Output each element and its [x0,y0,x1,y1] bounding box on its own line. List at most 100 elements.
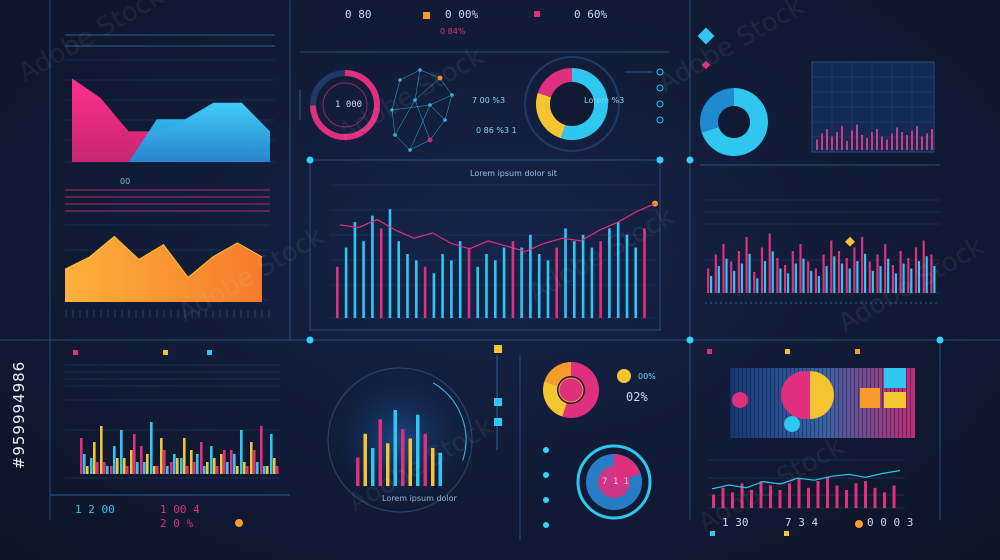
center-bar [344,247,348,318]
right-bottom-2: 7 3 4 [785,516,819,529]
heat-stripe [850,368,851,438]
right-bar-pink [730,261,733,293]
grid-bar [821,133,823,150]
kpi-2: 1 00 4 [160,503,200,516]
network-label-1: 7 00 %3 [472,96,506,105]
bottom-right-heatmap [730,368,915,438]
multi-bar [103,462,106,474]
center-bar [590,247,594,318]
area-series-orange [65,236,262,302]
heat-stripe [778,368,779,438]
center-bar [625,234,629,318]
multi-bar [260,426,263,474]
right-bar-pink [791,251,794,293]
tick-marks-orange [65,310,270,318]
kpi-1: 1 2 00 [75,503,115,516]
multi-bar [96,462,99,474]
right-bar-pink [799,244,802,293]
multi-bar [200,442,203,474]
grid-bar [856,124,858,150]
multi-bar [240,430,243,474]
heat-stripe [754,368,755,438]
center-bar [537,254,541,318]
center-bar [450,260,453,318]
grid-bar [926,133,928,150]
circle-bar [431,448,435,486]
heat-stripe [766,368,767,438]
bottom-left-bar-chart [50,364,290,496]
donut-slice [537,68,572,98]
right-bar-pink [837,251,841,293]
multi-bar [183,438,186,474]
grid-bar [901,132,903,150]
center-trend-line [339,203,656,253]
right-bar-cyan [733,270,736,293]
multi-bar [163,450,166,474]
multi-bar [203,466,206,474]
right-bar-pink [822,254,825,293]
multi-bar [130,450,133,474]
center-bars [336,200,658,318]
multi-bar [253,450,256,474]
right-bar-pink [745,237,748,293]
multi-bar [233,454,236,474]
br-bar [769,485,772,508]
br-bar [826,476,829,508]
multi-bar [230,450,233,474]
center-bar [494,260,497,318]
ring-gauge-arc [310,70,380,140]
heat-stripe [838,368,839,438]
right-bar-pink [930,254,933,293]
multi-bar [123,458,126,474]
right-bottom-3: 0 0 0 3 [867,516,914,529]
left-orange-area-chart [64,189,270,318]
right-bar-pink [845,258,848,293]
right-bar-cyan [817,275,820,293]
area-line-orange [64,235,263,279]
br-bar [816,481,820,508]
donut-slices [536,68,608,140]
multi-bar [126,466,129,474]
right-bar-cyan [933,266,936,293]
center-bar [406,254,409,318]
heat-stripe [774,368,775,438]
right-bar-cyan [856,261,859,293]
multi-bar [86,466,89,474]
grid-bar [816,139,818,150]
right-bar-cyan [848,268,851,293]
br-bar [807,487,810,509]
grid-bar [836,132,838,150]
bottom-center-pies [543,362,652,528]
center-bar [555,247,558,318]
multi-bar [173,454,176,474]
circle-bars [356,410,442,487]
br-bar [750,490,753,508]
ring-gauge-value: 1 000 [335,100,363,110]
right-bar-cyan [740,263,743,293]
right-bar-pink [807,261,810,293]
donut-slice [560,68,608,140]
network-graph [390,68,454,152]
heat-stripe [906,368,907,438]
multi-bar [153,466,156,474]
multi-bar [263,466,266,474]
center-bar [336,266,339,318]
br-bar [854,483,858,509]
side-stock-id-text: #959994986 [10,360,28,470]
multi-bar [223,450,226,474]
heat-stripe [770,368,771,438]
br-bar [892,485,896,508]
heat-stripe [750,368,751,438]
grid-bar [871,132,873,150]
right-donut-slice [701,88,768,156]
top-readout-4: 0 60% [574,8,608,21]
center-bar [511,241,515,318]
donut-right-label: Lorem %3 [584,96,625,105]
br-bar [864,481,867,508]
right-bar-cyan [725,258,728,293]
grid-bar [881,136,883,150]
multi-bar [273,458,276,474]
br-bar [740,483,744,509]
circle-bar [423,433,427,487]
